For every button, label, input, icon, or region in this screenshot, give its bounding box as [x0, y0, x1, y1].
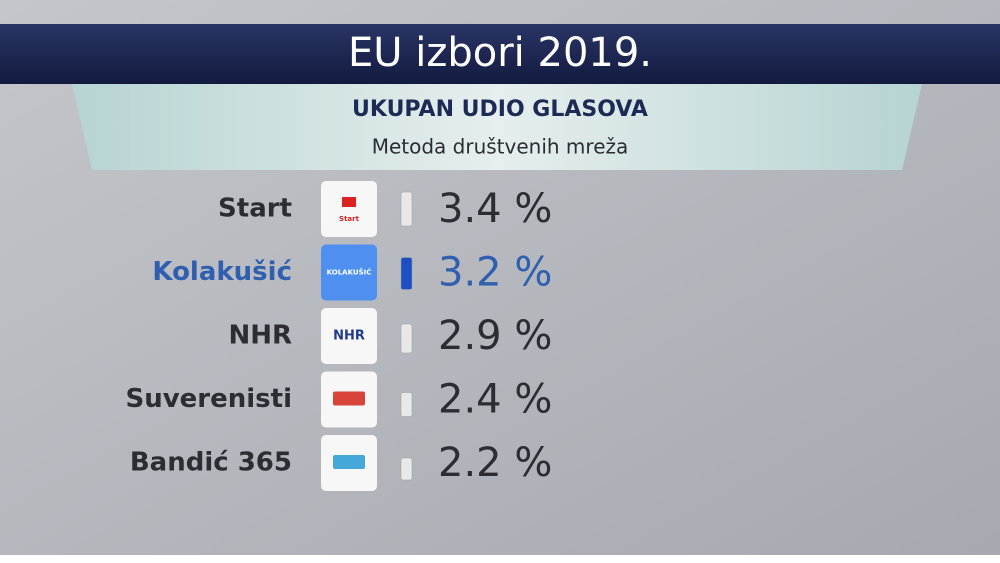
party-name: Suverenisti: [125, 384, 292, 414]
party-name: Start: [218, 194, 292, 224]
party-name: Kolakušić: [152, 257, 292, 287]
logo-text: Start: [339, 215, 360, 223]
logo-text: KOLAKUŠIĆ: [327, 268, 372, 277]
title: EU izbori 2019.: [348, 30, 652, 76]
value-label: 2.2 %: [438, 440, 552, 486]
subtitle: UKUPAN UDIO GLASOVA: [352, 97, 648, 122]
note: Metoda društvenih mreža: [372, 135, 629, 159]
bar: [400, 392, 413, 417]
party-name: NHR: [228, 321, 292, 351]
party-name: Bandić 365: [130, 448, 292, 478]
logo-mark: [342, 197, 356, 207]
value-label: 2.4 %: [438, 377, 552, 423]
logo-mark: [333, 455, 365, 469]
logo-mark: [333, 391, 365, 406]
logo-text: NHR: [333, 329, 365, 344]
bar: [400, 323, 413, 354]
bar: [400, 457, 413, 481]
value-label: 2.9 %: [438, 313, 552, 359]
subtitle-panel: [72, 84, 922, 170]
value-label: 3.4 %: [438, 186, 552, 232]
party-logo: [321, 244, 377, 301]
bar: [400, 191, 413, 227]
title-band: [0, 24, 1000, 84]
party-logo: [321, 181, 377, 237]
bar: [400, 257, 413, 290]
party-logo: [321, 308, 377, 364]
value-label: 3.2 %: [438, 250, 552, 296]
